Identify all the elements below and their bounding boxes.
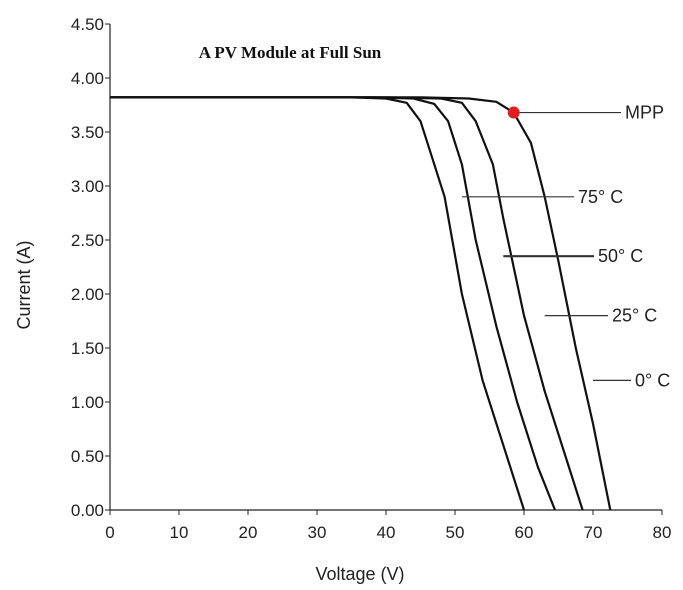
x-tick-label: 80 bbox=[653, 523, 672, 542]
series-line-1 bbox=[110, 96, 557, 511]
mpp-marker bbox=[507, 106, 520, 119]
series-lines bbox=[110, 96, 612, 511]
y-tick-label: 4.50 bbox=[71, 15, 104, 34]
y-axis-title: Current (A) bbox=[14, 240, 34, 329]
y-tick-label: 0.50 bbox=[71, 447, 104, 466]
series-line-2 bbox=[110, 96, 584, 511]
x-tick-label: 30 bbox=[308, 523, 327, 542]
y-tick-label: 2.00 bbox=[71, 285, 104, 304]
y-tick-label: 2.50 bbox=[71, 231, 104, 250]
y-tick-label: 1.00 bbox=[71, 393, 104, 412]
series-line-3 bbox=[110, 96, 612, 511]
annotation-label: 75° C bbox=[578, 187, 623, 207]
y-tick-label: 3.50 bbox=[71, 123, 104, 142]
annotation-label: 0° C bbox=[635, 370, 670, 390]
x-axis-title: Voltage (V) bbox=[315, 564, 404, 584]
x-tick-label: 60 bbox=[515, 523, 534, 542]
series-line-0 bbox=[110, 96, 526, 511]
x-tick-label: 20 bbox=[239, 523, 258, 542]
annotation-label: 25° C bbox=[612, 306, 657, 326]
y-tick-label: 3.00 bbox=[71, 177, 104, 196]
annotation-label: 50° C bbox=[598, 246, 643, 266]
y-tick-label: 1.50 bbox=[71, 339, 104, 358]
x-tick-label: 40 bbox=[377, 523, 396, 542]
chart-title: A PV Module at Full Sun bbox=[199, 43, 382, 62]
x-tick-label: 10 bbox=[170, 523, 189, 542]
x-tick-label: 0 bbox=[105, 523, 114, 542]
x-tick-label: 50 bbox=[446, 523, 465, 542]
x-tick-label: 70 bbox=[584, 523, 603, 542]
axes: 0 10 20 30 40 50 60 70 80 0.00 0.50 1.00 1.50 2.00 2.5… bbox=[71, 15, 672, 542]
annotations: MPP 75° C 50° C 25° C 0° C bbox=[461, 103, 670, 390]
y-tick-label: 0.00 bbox=[71, 501, 104, 520]
annotation-label: MPP bbox=[625, 103, 664, 123]
y-tick-label: 4.00 bbox=[71, 69, 104, 88]
